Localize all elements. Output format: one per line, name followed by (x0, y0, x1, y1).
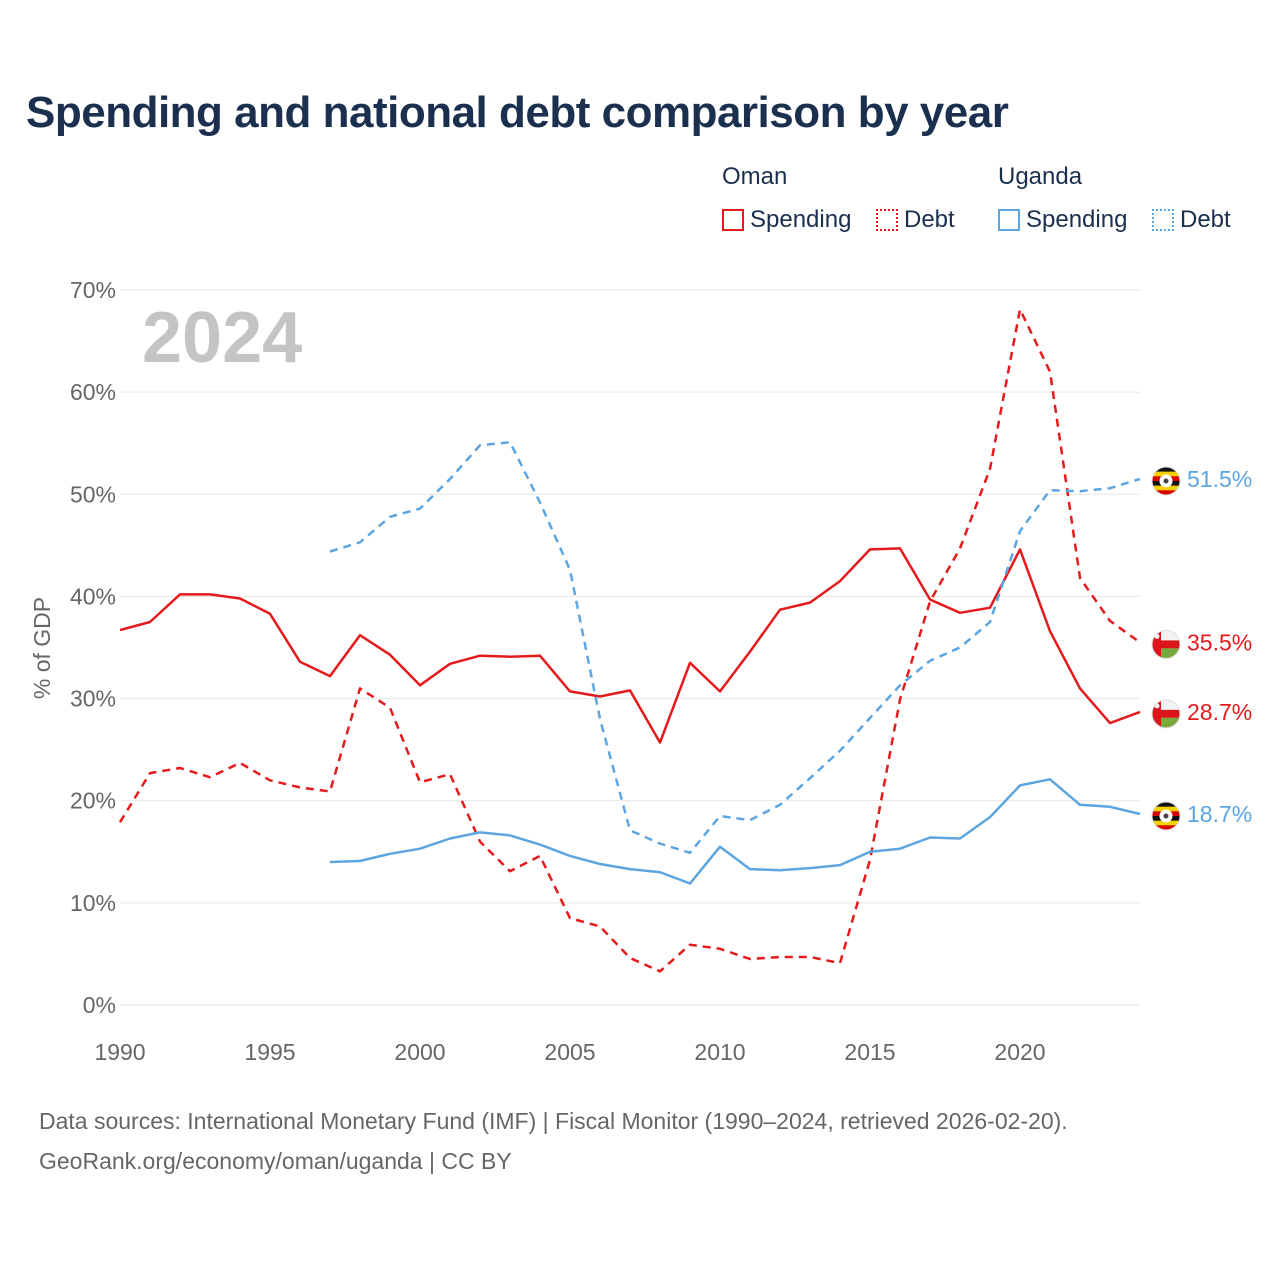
legend-uganda-debt[interactable]: Debt (1152, 204, 1231, 236)
oman-flag-icon (1151, 629, 1181, 659)
y-axis-title: % of GDP (29, 597, 55, 699)
legend-solid-swatch-icon (722, 209, 744, 231)
series-line-uganda-debt (329, 440, 1141, 855)
oman-flag-icon (1151, 699, 1181, 729)
uganda-flag-icon (1151, 466, 1181, 496)
axes: 0% 10% 20% 30% 40% 50% 60% 70% 1990 1995 2000 2005 2… (70, 277, 1046, 1065)
legend-solid-swatch-icon (998, 209, 1020, 231)
y-tick-label: 60% (70, 379, 116, 405)
x-tick-label: 2020 (994, 1039, 1045, 1065)
legend-uganda-spending[interactable]: Spending (998, 204, 1127, 236)
series (118, 308, 1141, 973)
y-tick-label: 70% (70, 277, 116, 303)
legend-label: Spending (1026, 206, 1128, 233)
end-value-label: 28.7% (1187, 699, 1252, 725)
y-tick-label: 50% (70, 481, 116, 507)
legend-dotted-swatch-icon (1152, 209, 1174, 231)
chart-title: Spending and national debt comparison by… (26, 88, 1009, 137)
y-tick-label: 0% (83, 992, 116, 1018)
end-labels: 28.7% 35.5% 18.7% 51.5% (1151, 466, 1252, 831)
year-watermark: 2024 (142, 298, 302, 378)
end-value-label: 18.7% (1187, 801, 1252, 827)
y-tick-label: 30% (70, 686, 116, 712)
y-tick-label: 20% (70, 788, 116, 814)
legend-group-oman: Oman (722, 163, 788, 190)
series-line-uganda-spending (329, 778, 1141, 885)
end-value-label: 51.5% (1187, 466, 1252, 492)
legend-group-uganda: Uganda (998, 163, 1083, 190)
x-tick-label: 1990 (94, 1039, 145, 1065)
series-line-oman-spending (119, 547, 1141, 744)
legend-label: Debt (904, 206, 955, 233)
uganda-flag-icon (1151, 801, 1181, 831)
end-value-label: 35.5% (1187, 629, 1252, 655)
x-tick-label: 2000 (394, 1039, 445, 1065)
x-tick-label: 2015 (844, 1039, 895, 1065)
x-tick-label: 2010 (694, 1039, 745, 1065)
legend-label: Debt (1180, 206, 1231, 233)
legend-label: Spending (750, 206, 852, 233)
legend-oman-debt[interactable]: Debt (876, 204, 955, 236)
legend-oman-spending[interactable]: Spending (722, 204, 851, 236)
series-line-oman-debt (118, 308, 1141, 973)
source-url: GeoRank.org/economy/oman/uganda | CC BY (39, 1148, 512, 1174)
source-note: Data sources: International Monetary Fun… (39, 1108, 1068, 1134)
x-tick-label: 2005 (544, 1039, 595, 1065)
y-tick-label: 10% (70, 890, 116, 916)
y-tick-label: 40% (70, 583, 116, 609)
x-tick-label: 1995 (244, 1039, 295, 1065)
legend-dotted-swatch-icon (876, 209, 898, 231)
grid (120, 289, 1140, 1006)
